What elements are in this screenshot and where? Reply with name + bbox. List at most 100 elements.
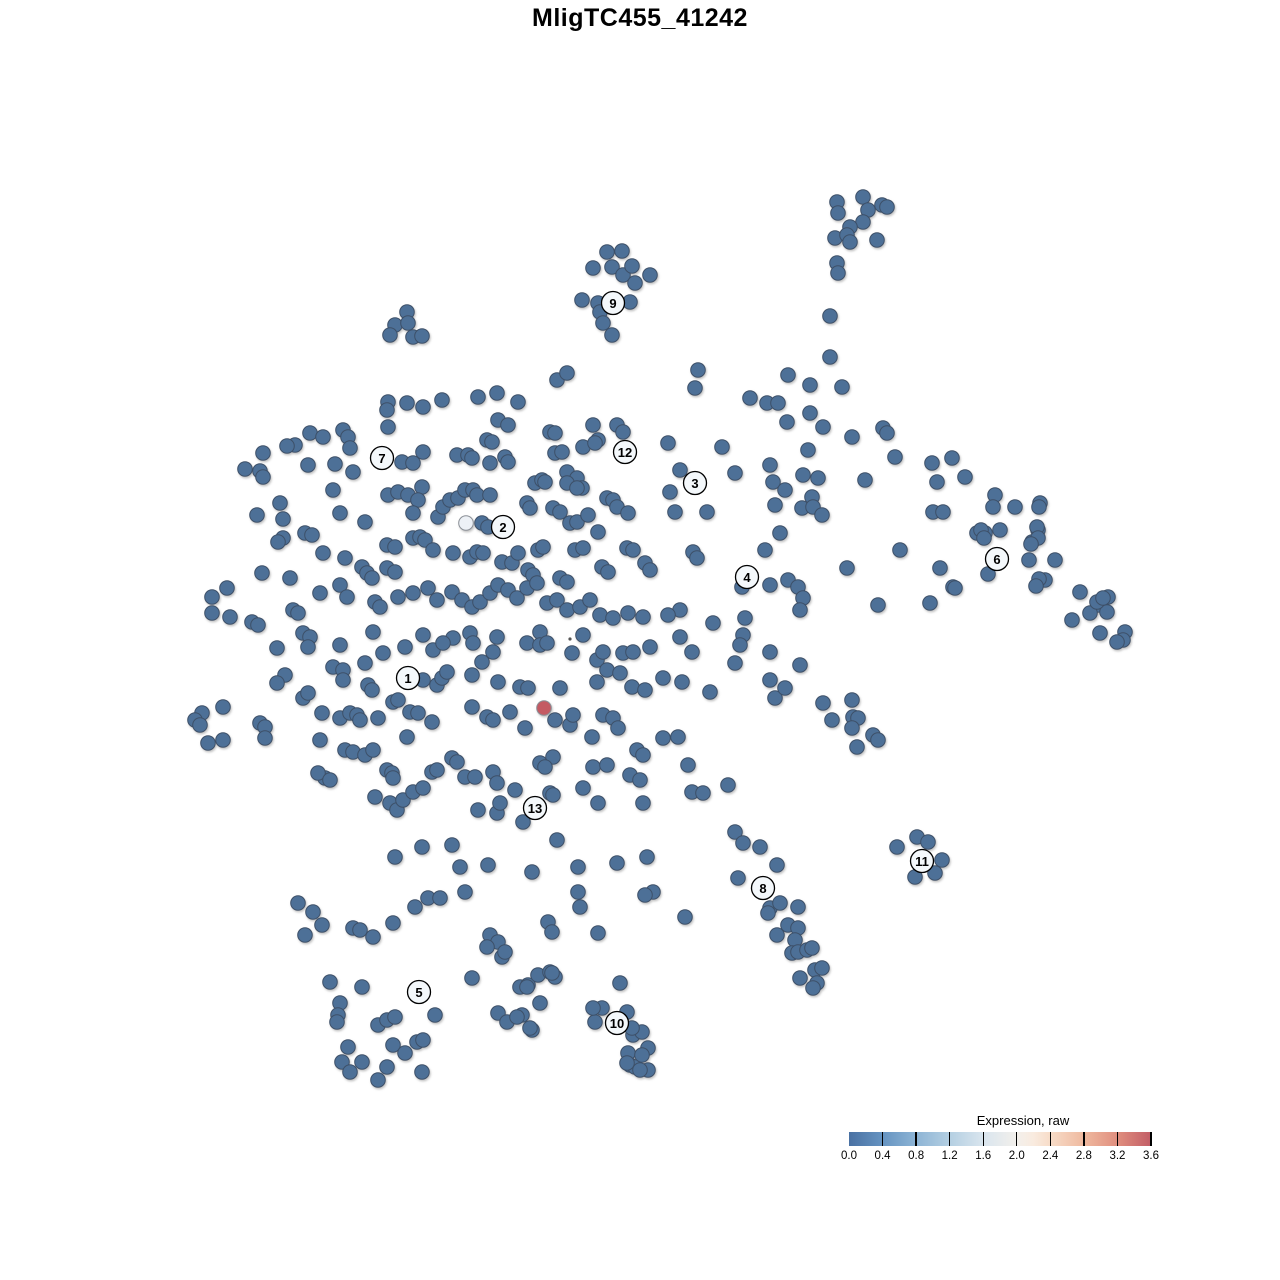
data-point bbox=[445, 545, 461, 561]
data-point bbox=[467, 769, 483, 785]
cluster-label-circle bbox=[395, 665, 421, 691]
data-point bbox=[385, 770, 401, 786]
data-point bbox=[767, 690, 783, 706]
data-point bbox=[842, 234, 858, 250]
data-point bbox=[500, 417, 516, 433]
data-point bbox=[687, 380, 703, 396]
data-point bbox=[765, 474, 781, 490]
data-point bbox=[429, 592, 445, 608]
data-point bbox=[420, 580, 436, 596]
data-point bbox=[322, 974, 338, 990]
data-point bbox=[397, 639, 413, 655]
data-point bbox=[814, 507, 830, 523]
data-point bbox=[314, 917, 330, 933]
data-point bbox=[1047, 552, 1063, 568]
data-point bbox=[1099, 604, 1115, 620]
data-point bbox=[929, 474, 945, 490]
data-point bbox=[760, 905, 776, 921]
cluster-label-text: 8 bbox=[759, 881, 766, 896]
data-point bbox=[612, 975, 628, 991]
data-point bbox=[470, 802, 486, 818]
data-point bbox=[489, 385, 505, 401]
data-point bbox=[582, 592, 598, 608]
data-point bbox=[544, 924, 560, 940]
data-point bbox=[509, 590, 525, 606]
data-point bbox=[670, 729, 686, 745]
cluster-label-circle bbox=[734, 564, 760, 590]
data-point bbox=[222, 609, 238, 625]
data-point bbox=[777, 680, 793, 696]
data-point bbox=[599, 244, 615, 260]
data-point bbox=[804, 940, 820, 956]
data-point bbox=[414, 328, 430, 344]
data-point bbox=[780, 367, 796, 383]
data-point bbox=[680, 757, 696, 773]
data-point bbox=[387, 1009, 403, 1025]
data-point bbox=[464, 667, 480, 683]
data-point bbox=[365, 742, 381, 758]
data-point bbox=[200, 735, 216, 751]
data-point bbox=[1007, 499, 1023, 515]
data-point bbox=[805, 980, 821, 996]
data-point bbox=[464, 699, 480, 715]
data-point bbox=[587, 1014, 603, 1030]
data-point bbox=[714, 439, 730, 455]
data-point bbox=[270, 534, 286, 550]
data-point bbox=[332, 577, 348, 593]
data-point bbox=[802, 405, 818, 421]
cluster-label-text: 13 bbox=[528, 801, 542, 816]
data-point bbox=[339, 589, 355, 605]
data-point bbox=[834, 379, 850, 395]
data-point bbox=[365, 929, 381, 945]
data-point bbox=[502, 704, 518, 720]
data-point bbox=[215, 699, 231, 715]
data-point bbox=[522, 500, 538, 516]
data-point bbox=[822, 308, 838, 324]
data-point bbox=[559, 602, 575, 618]
data-point bbox=[642, 267, 658, 283]
data-point bbox=[932, 560, 948, 576]
cluster-label-text: 11 bbox=[915, 854, 929, 869]
data-point bbox=[1092, 625, 1108, 641]
data-point bbox=[192, 717, 208, 733]
data-point bbox=[482, 487, 498, 503]
data-point bbox=[457, 884, 473, 900]
data-point bbox=[329, 1014, 345, 1030]
cluster-label-circle bbox=[984, 546, 1010, 572]
data-point bbox=[472, 594, 488, 610]
data-point bbox=[655, 670, 671, 686]
data-point bbox=[375, 645, 391, 661]
data-point bbox=[497, 944, 513, 960]
data-point bbox=[592, 607, 608, 623]
data-point bbox=[605, 610, 621, 626]
data-point bbox=[480, 857, 496, 873]
data-point bbox=[672, 462, 688, 478]
cluster-label-circle bbox=[909, 848, 935, 874]
data-point bbox=[762, 577, 778, 593]
highlighted-data-point bbox=[536, 700, 552, 716]
data-point bbox=[290, 895, 306, 911]
data-point bbox=[464, 450, 480, 466]
data-point bbox=[772, 525, 788, 541]
data-point bbox=[1023, 536, 1039, 552]
data-point bbox=[795, 467, 811, 483]
data-point bbox=[547, 425, 563, 441]
cluster-label-text: 2 bbox=[499, 520, 506, 535]
highlighted-data-point bbox=[458, 515, 474, 531]
data-point bbox=[507, 782, 523, 798]
data-point bbox=[255, 469, 271, 485]
data-point bbox=[624, 258, 640, 274]
data-point bbox=[390, 589, 406, 605]
data-point bbox=[387, 539, 403, 555]
data-point bbox=[524, 864, 540, 880]
data-point bbox=[335, 672, 351, 688]
data-point bbox=[922, 595, 938, 611]
data-point bbox=[352, 922, 368, 938]
data-point bbox=[399, 395, 415, 411]
data-point bbox=[425, 542, 441, 558]
data-point bbox=[690, 362, 706, 378]
data-point bbox=[887, 449, 903, 465]
data-point bbox=[757, 542, 773, 558]
data-point bbox=[322, 772, 338, 788]
data-point bbox=[529, 575, 545, 591]
